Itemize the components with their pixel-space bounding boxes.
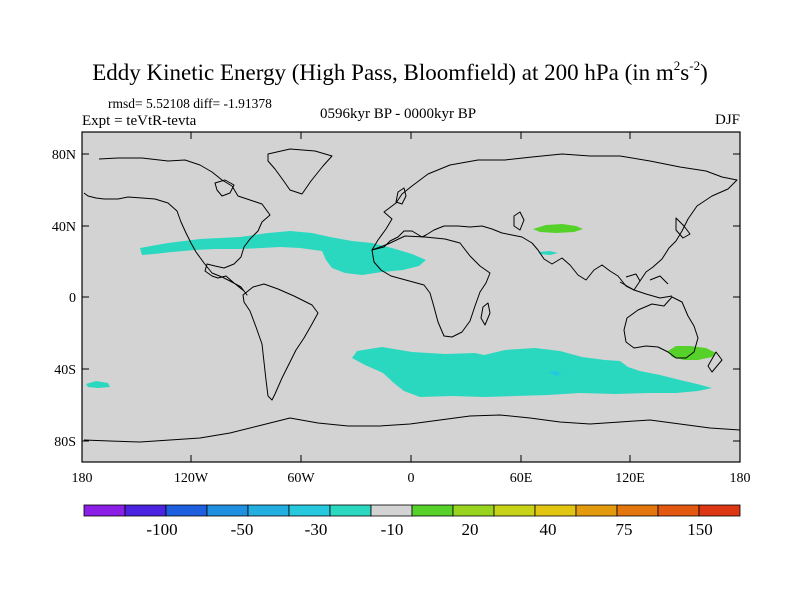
lat-label: 80S [54, 435, 76, 450]
lat-label: 0 [69, 291, 76, 306]
caspian-sea-coastline [513, 211, 525, 231]
south-america-coastline [242, 283, 319, 401]
lon-label: 180 [72, 471, 93, 486]
colorbar-swatch [411, 504, 454, 517]
antarctica-coastline [83, 414, 741, 443]
lon-label: 60E [510, 471, 533, 486]
latitude-labels: 80N 40N 0 40S 80S [52, 148, 76, 450]
colorbar-swatch [165, 504, 208, 517]
colorbar-swatch [329, 504, 372, 517]
colorbar-label: 75 [616, 520, 633, 539]
colorbar-label: 40 [540, 520, 557, 539]
indian-ocean-deeper-patch [548, 371, 562, 376]
colorbar-swatch [124, 504, 167, 517]
greenland-coastline [267, 148, 333, 195]
australia-coastline [623, 296, 699, 359]
colorbar-label: -50 [231, 520, 254, 539]
colorbar [83, 504, 741, 517]
central-asia-positive-patch [533, 224, 583, 233]
north-america-coastline [83, 157, 271, 296]
lon-label: 60W [287, 471, 315, 486]
colorbar-swatch [616, 504, 659, 517]
colorbar-swatch [575, 504, 618, 517]
lat-label: 40S [54, 363, 76, 378]
indonesia-coastline [619, 273, 673, 299]
arabian-negative-patch [538, 251, 558, 255]
new-zealand-coastline [707, 351, 723, 373]
colorbar-swatch [247, 504, 290, 517]
colorbar-swatch [452, 504, 495, 517]
colorbar-label: -30 [305, 520, 328, 539]
southeast-pacific-negative-patch [86, 381, 110, 388]
africa-coastline [371, 235, 491, 338]
anomaly-shading [86, 224, 716, 397]
colorbar-label: 20 [462, 520, 479, 539]
period-label: 0596kyr BP - 0000kyr BP [320, 106, 477, 122]
colorbar-swatch [206, 504, 249, 517]
colorbar-label: 150 [687, 520, 713, 539]
experiment-label: Expt = teVtR-tevta [82, 113, 197, 129]
lon-label: 0 [408, 471, 415, 486]
hudson-bay-coastline [214, 179, 235, 197]
colorbar-label: -10 [381, 520, 404, 539]
madagascar-coastline [480, 302, 491, 326]
season-label: DJF [714, 112, 740, 128]
map-title: Eddy Kinetic Energy (High Pass, Bloomfie… [92, 58, 708, 85]
lat-label: 40N [52, 220, 76, 235]
colorbar-swatch [698, 504, 741, 517]
colorbar-swatch [370, 504, 413, 517]
lon-label: 120E [615, 471, 645, 486]
lon-label: 180 [730, 471, 751, 486]
north-atlantic-negative-region [140, 231, 426, 275]
colorbar-swatch [493, 504, 536, 517]
uk-coastline [395, 187, 407, 205]
lat-label: 80N [52, 148, 76, 163]
longitude-labels: 180 120W 60W 0 60E 120E 180 [72, 471, 751, 486]
lon-label: 120W [174, 471, 209, 486]
coastlines [83, 148, 741, 443]
stats-text: rmsd= 5.52108 diff= -1.91378 [108, 96, 272, 111]
colorbar-label: -100 [146, 520, 177, 539]
japan-coastline [675, 217, 691, 239]
axis-ticks [82, 132, 740, 462]
colorbar-labels: -100 -50 -30 -10 20 40 75 150 [146, 520, 712, 539]
colorbar-swatch [288, 504, 331, 517]
colorbar-swatch [534, 504, 577, 517]
colorbar-swatch [657, 504, 700, 517]
map-background [82, 132, 740, 462]
colorbar-swatch [83, 504, 126, 517]
southern-ocean-negative-region [352, 347, 712, 397]
